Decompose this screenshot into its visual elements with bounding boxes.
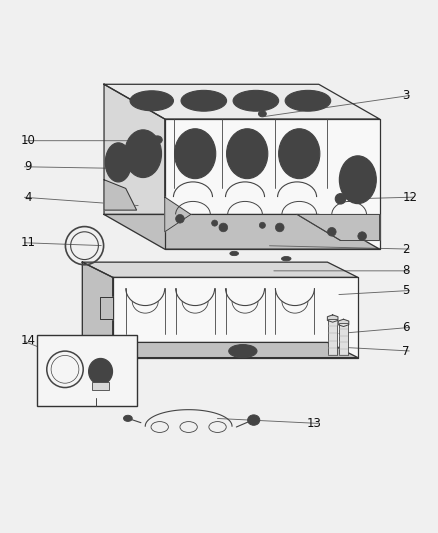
Text: 6: 6 (402, 321, 409, 334)
Ellipse shape (179, 133, 212, 174)
Circle shape (259, 222, 265, 228)
Ellipse shape (125, 130, 162, 177)
Text: 12: 12 (403, 191, 417, 204)
Polygon shape (100, 297, 113, 319)
Text: 4: 4 (25, 191, 32, 204)
Ellipse shape (233, 91, 279, 111)
Ellipse shape (250, 417, 257, 423)
Bar (328, 319, 337, 356)
Text: 7: 7 (402, 345, 409, 358)
Text: 14: 14 (21, 334, 35, 347)
Ellipse shape (88, 359, 113, 384)
Text: 5: 5 (402, 284, 409, 297)
Ellipse shape (133, 93, 170, 109)
Ellipse shape (282, 256, 291, 261)
Bar (37, 335, 137, 406)
Bar (339, 323, 348, 356)
Circle shape (337, 196, 343, 202)
Ellipse shape (174, 129, 216, 179)
Polygon shape (297, 214, 379, 240)
Ellipse shape (247, 415, 260, 425)
Ellipse shape (181, 91, 226, 111)
Polygon shape (82, 342, 358, 358)
Bar (92, 382, 109, 390)
Ellipse shape (124, 415, 132, 422)
Polygon shape (82, 262, 113, 358)
Ellipse shape (112, 152, 124, 172)
Ellipse shape (279, 129, 320, 179)
Ellipse shape (229, 345, 257, 358)
Ellipse shape (230, 252, 239, 256)
Ellipse shape (129, 134, 157, 173)
Ellipse shape (283, 133, 315, 174)
Polygon shape (104, 180, 137, 210)
Polygon shape (104, 84, 165, 214)
Polygon shape (338, 319, 349, 327)
Ellipse shape (258, 111, 266, 117)
Ellipse shape (344, 161, 372, 198)
Circle shape (276, 223, 284, 232)
Ellipse shape (184, 93, 223, 109)
Circle shape (328, 228, 336, 236)
Polygon shape (165, 197, 191, 232)
Ellipse shape (92, 362, 109, 381)
Ellipse shape (339, 156, 376, 204)
Circle shape (335, 193, 346, 204)
Circle shape (176, 214, 184, 223)
Polygon shape (327, 315, 338, 322)
Text: 2: 2 (402, 243, 409, 256)
Polygon shape (104, 84, 379, 119)
Ellipse shape (285, 91, 331, 111)
Ellipse shape (154, 138, 160, 142)
Ellipse shape (226, 129, 268, 179)
Text: 9: 9 (25, 160, 32, 173)
Circle shape (219, 223, 228, 232)
Text: 13: 13 (307, 417, 322, 430)
Polygon shape (104, 214, 379, 249)
Ellipse shape (237, 93, 276, 109)
Polygon shape (113, 277, 358, 358)
Ellipse shape (152, 136, 162, 144)
Ellipse shape (109, 147, 128, 177)
Ellipse shape (288, 93, 328, 109)
Ellipse shape (351, 171, 364, 188)
Text: 3: 3 (402, 88, 409, 102)
Polygon shape (165, 119, 379, 249)
Text: 11: 11 (21, 236, 35, 249)
Text: 10: 10 (21, 134, 35, 147)
Ellipse shape (130, 91, 173, 111)
Circle shape (212, 220, 218, 226)
Circle shape (358, 232, 367, 240)
Text: 8: 8 (402, 264, 409, 277)
Ellipse shape (105, 143, 131, 182)
Ellipse shape (231, 133, 264, 174)
Polygon shape (82, 262, 358, 277)
